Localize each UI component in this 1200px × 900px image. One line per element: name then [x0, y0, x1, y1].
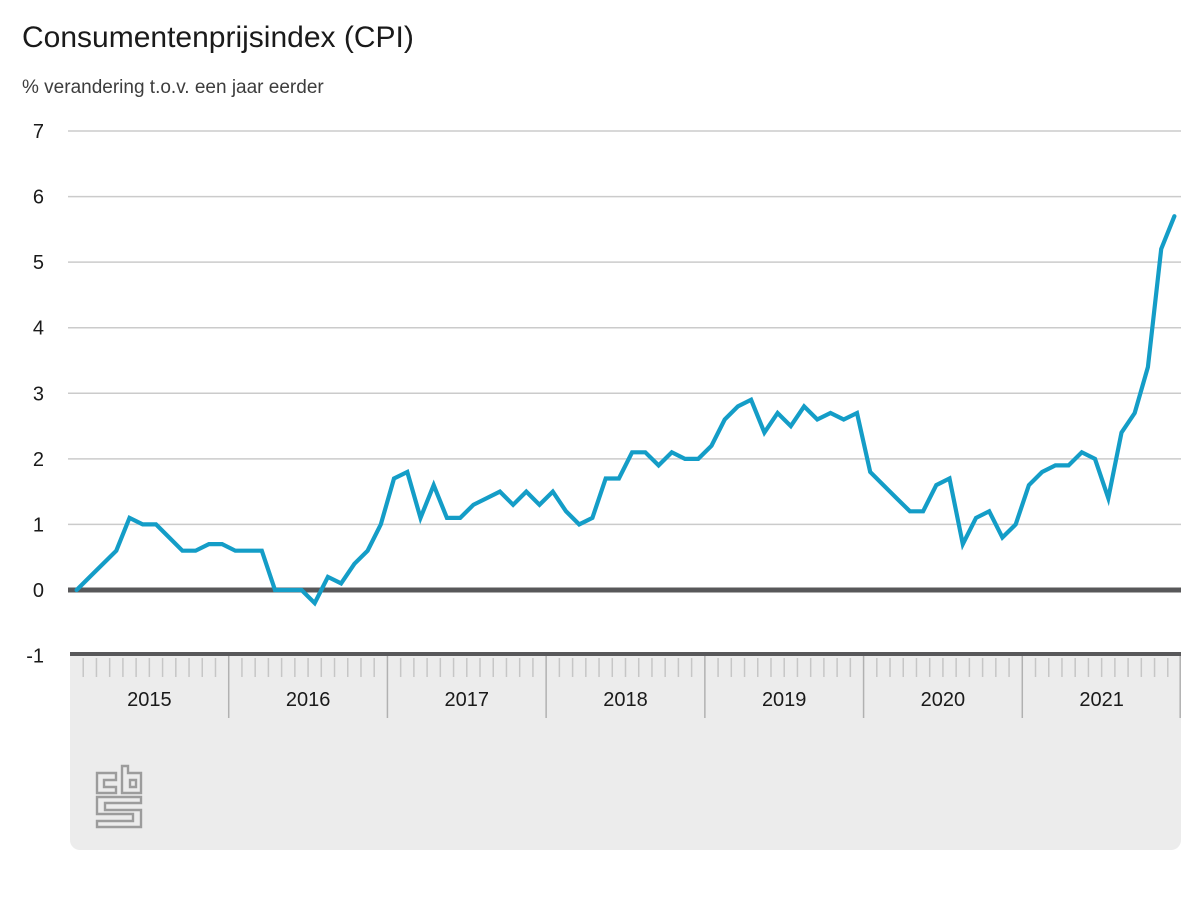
x-axis-year-label: 2019: [762, 689, 807, 711]
chart-subtitle: % verandering t.o.v. een jaar eerder: [22, 77, 324, 98]
line-plot-area: 7 6 5 4 3 2 1 0 -1: [26, 121, 1181, 668]
y-axis-tick-label: -1: [26, 646, 44, 668]
cbs-logo-letter-b: [120, 764, 143, 795]
y-axis-tick-label: 1: [33, 514, 44, 536]
x-axis-year-label: 2016: [286, 689, 331, 711]
y-axis-tick-label: 2: [33, 449, 44, 471]
x-axis-year-label: 2018: [603, 689, 648, 711]
cbs-logo-letter-s: [95, 795, 143, 829]
y-axis-tick-label: 7: [33, 121, 44, 143]
y-axis-tick-label: 3: [33, 383, 44, 405]
y-axis-tick-label: 4: [33, 318, 44, 340]
x-axis-year-label: 2020: [921, 689, 966, 711]
x-axis-year-label: 2015: [127, 689, 171, 711]
y-axis-tick-label: 6: [33, 187, 44, 209]
chart-title: Consumentenprijsindex (CPI): [22, 21, 414, 54]
y-axis-tick-label: 0: [33, 580, 44, 602]
x-axis-ruler: 2015 2016 2017 2018 2019 2020 2021: [82, 656, 1181, 718]
cbs-logo: [95, 764, 143, 829]
cpi-line-series: [74, 214, 1177, 607]
x-axis-year-label: 2017: [445, 689, 490, 711]
cbs-logo-letter-c: [95, 771, 118, 795]
y-axis-tick-label: 5: [33, 252, 44, 274]
x-axis-year-label: 2021: [1079, 689, 1124, 711]
cbs-logo-letter-b-counter: [128, 778, 138, 789]
x-axis-footer-band: 2015 2016 2017 2018 2019 2020 2021: [70, 652, 1181, 850]
